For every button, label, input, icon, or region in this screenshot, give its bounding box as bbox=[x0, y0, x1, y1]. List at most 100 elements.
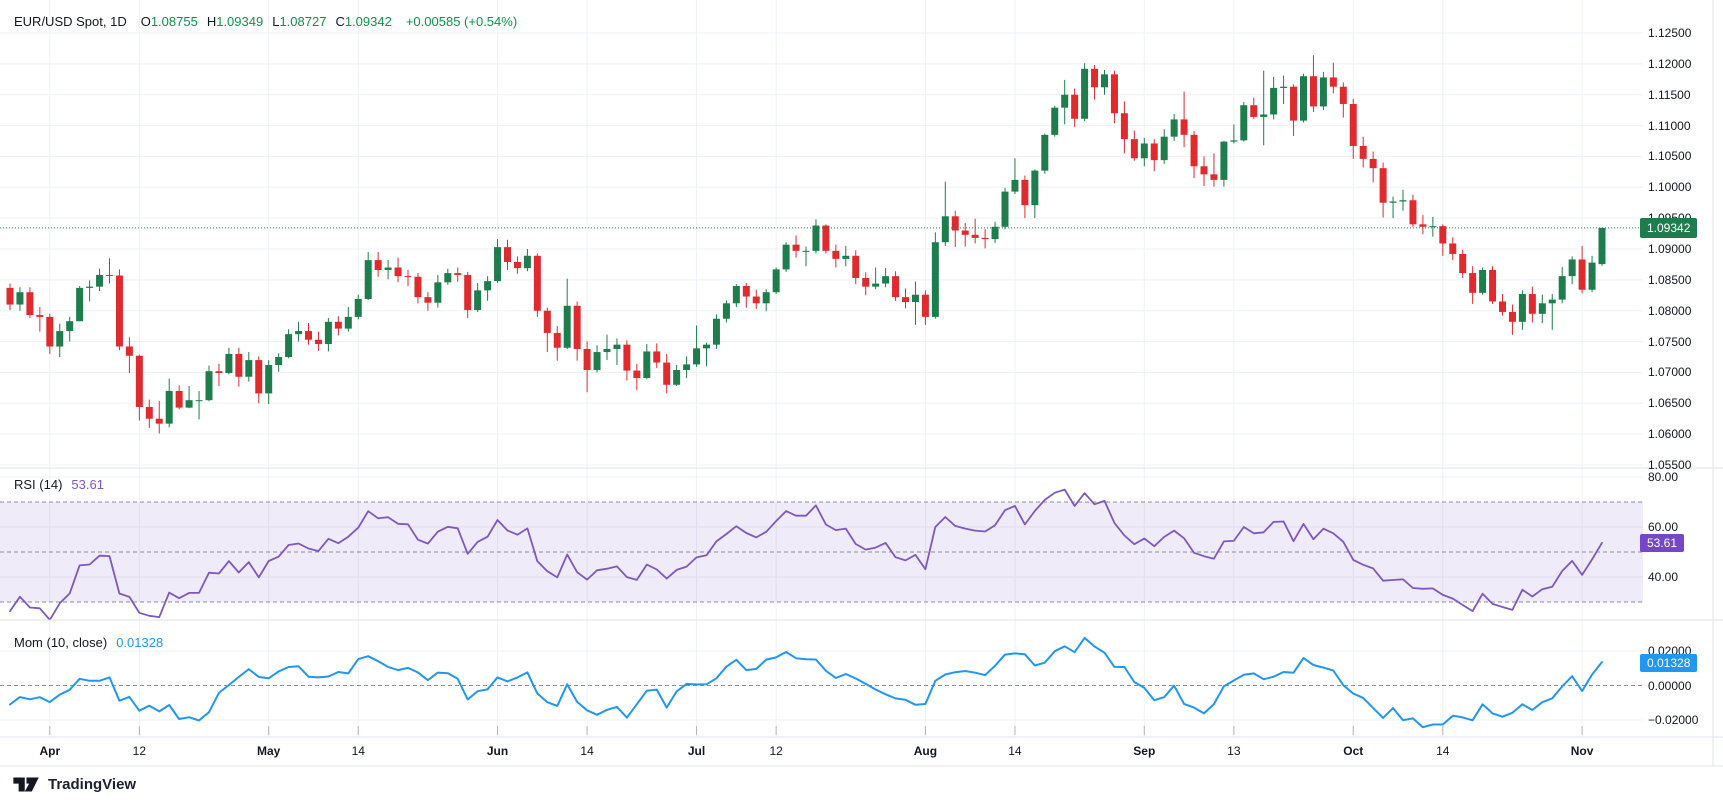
candle-body bbox=[842, 255, 850, 259]
ohlc-high: H1.09349 bbox=[207, 14, 263, 29]
candle-body bbox=[504, 247, 511, 262]
time-axis-day-label: 12 bbox=[769, 744, 783, 758]
candle-body bbox=[1300, 76, 1307, 121]
rsi-axis-label: 40.00 bbox=[1648, 570, 1679, 584]
candle-body bbox=[921, 294, 929, 317]
candle-body bbox=[344, 316, 352, 329]
candle-body bbox=[812, 225, 820, 251]
mom-panel-title: Mom (10, close) 0.01328 bbox=[14, 635, 163, 650]
candle-body bbox=[1270, 87, 1278, 115]
candle-body bbox=[36, 315, 44, 317]
candle-body bbox=[513, 261, 521, 269]
candle-body bbox=[1379, 168, 1387, 203]
candle-body bbox=[1250, 105, 1258, 117]
time-axis-day-label: 14 bbox=[1436, 744, 1450, 758]
candle-body bbox=[115, 275, 123, 347]
rsi-indicator-label[interactable]: RSI (14) bbox=[14, 477, 63, 492]
candle-body bbox=[1081, 68, 1089, 119]
mom-axis[interactable]: 0.02000 0.00000 −0.02000 bbox=[1645, 0, 1723, 766]
price-axis[interactable]: 1.12500 1.12000 1.11500 1.11000 1.10500 1.100… bbox=[1645, 0, 1723, 766]
ohlc-high-label: H bbox=[206, 14, 217, 29]
candle-body bbox=[832, 250, 840, 259]
candle-body bbox=[1160, 136, 1168, 161]
candle-body bbox=[1469, 273, 1477, 293]
candle-body bbox=[712, 318, 720, 345]
candle-body bbox=[1071, 94, 1079, 119]
candle-body bbox=[1489, 269, 1497, 302]
candle-body bbox=[961, 230, 969, 235]
candle-body bbox=[931, 242, 939, 317]
candle-body bbox=[16, 292, 24, 305]
mom-indicator-label[interactable]: Mom (10, close) bbox=[14, 635, 108, 650]
candle-body bbox=[175, 390, 183, 408]
rsi-indicator-value: 53.61 bbox=[71, 477, 104, 492]
ohlc-readout: O1.08755 H1.09349 L1.08727 C1.09342 bbox=[141, 14, 392, 29]
candle-body bbox=[185, 400, 193, 408]
price-axis-label: 1.11500 bbox=[1648, 87, 1691, 102]
candle-body bbox=[1449, 243, 1457, 254]
candle-body bbox=[1011, 179, 1019, 192]
candle-body bbox=[275, 357, 283, 366]
candle-body bbox=[46, 316, 54, 347]
footer: TradingView bbox=[13, 774, 136, 795]
ohlc-close-label: C bbox=[335, 14, 345, 29]
candle-body bbox=[235, 353, 243, 377]
price-axis-label: 1.05500 bbox=[1648, 458, 1692, 472]
rsi-axis-label: 80.00 bbox=[1648, 470, 1679, 484]
ohlc-open: O1.08755 bbox=[141, 14, 198, 29]
candle-body bbox=[1031, 170, 1039, 206]
candle-body bbox=[1001, 191, 1009, 227]
price-axis-label: 1.07500 bbox=[1648, 334, 1692, 349]
change-readout: +0.00585 (+0.54%) bbox=[405, 14, 518, 29]
time-axis[interactable]: Apr 12 May 14 Jun 14 Jul 12 Aug 14 Sep 13 Oct 14 Nov bbox=[0, 737, 1723, 766]
symbol-title[interactable]: EUR/USD Spot, 1D bbox=[14, 14, 127, 29]
candle-body bbox=[155, 418, 163, 424]
candle-body bbox=[1568, 259, 1576, 277]
candle-body bbox=[772, 269, 780, 293]
candle-body bbox=[434, 282, 442, 303]
candle-body bbox=[135, 355, 143, 407]
candle-body bbox=[911, 294, 919, 303]
candle-body bbox=[245, 360, 253, 377]
candle-body bbox=[384, 267, 392, 270]
candle-body bbox=[1180, 119, 1188, 135]
candle-body bbox=[752, 296, 760, 304]
candle-body bbox=[1091, 68, 1099, 88]
candle-body bbox=[215, 371, 223, 374]
candle-body bbox=[1150, 143, 1158, 161]
candle-body bbox=[1210, 174, 1218, 180]
time-axis-day-label: 12 bbox=[132, 744, 147, 758]
tradingview-brand[interactable]: TradingView bbox=[48, 776, 137, 793]
candle-body bbox=[334, 321, 342, 329]
candle-body bbox=[1240, 105, 1248, 141]
candle-body bbox=[324, 321, 332, 345]
candle-body bbox=[1528, 294, 1536, 314]
candle-body bbox=[1140, 143, 1148, 159]
candle-body bbox=[981, 237, 989, 240]
candle-body bbox=[1319, 77, 1327, 107]
candle-body bbox=[693, 348, 701, 365]
candle-body bbox=[285, 334, 293, 357]
candle-body bbox=[742, 286, 750, 297]
candle-body bbox=[1518, 294, 1526, 322]
candle-body bbox=[414, 276, 422, 298]
candle-body bbox=[404, 276, 412, 278]
price-axis-label: 1.08000 bbox=[1648, 303, 1692, 318]
rsi-panel-title: RSI (14) 53.61 bbox=[14, 477, 104, 492]
candle-body bbox=[792, 244, 800, 251]
tradingview-logo-icon[interactable] bbox=[13, 774, 40, 795]
time-axis-day-label: 14 bbox=[1008, 744, 1022, 758]
price-axis-label: 1.08500 bbox=[1648, 272, 1692, 287]
candle-body bbox=[573, 305, 581, 349]
rsi-axis[interactable]: 80.00 60.00 40.00 bbox=[1645, 0, 1723, 766]
candle-body bbox=[892, 276, 900, 298]
candle-body bbox=[1230, 140, 1238, 142]
candle-body bbox=[732, 286, 740, 304]
price-axis-label: 1.06000 bbox=[1648, 427, 1692, 442]
candle-body bbox=[464, 274, 472, 311]
candle-body bbox=[902, 297, 909, 303]
mom-value-badge: 0.01328 bbox=[1640, 653, 1698, 672]
candle-body bbox=[474, 290, 482, 311]
